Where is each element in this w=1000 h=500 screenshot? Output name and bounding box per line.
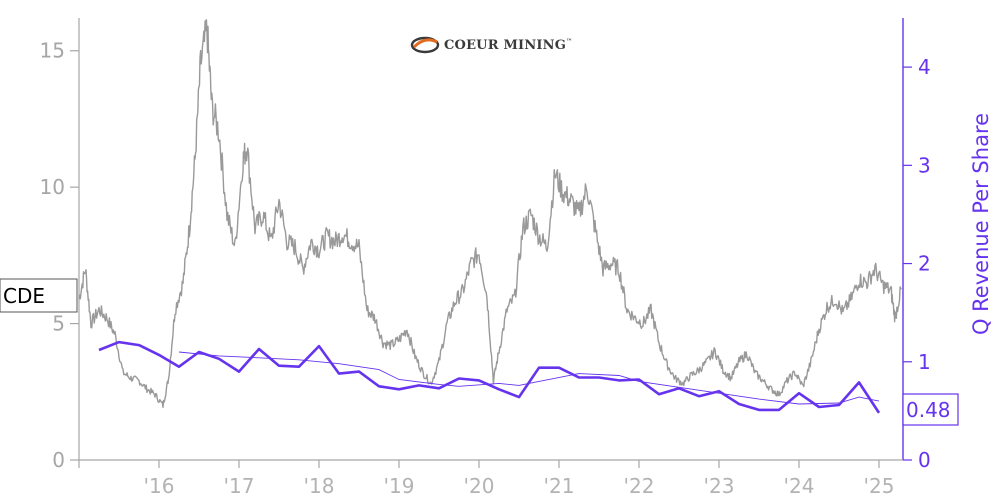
revenue-trend-line — [178, 351, 880, 405]
x-tick-label: '16 — [144, 474, 175, 498]
x-tick-label: '20 — [464, 474, 495, 498]
series-layer — [78, 19, 902, 414]
latest-value-badge: 0.48 — [902, 393, 959, 426]
right-tick-label: 0 — [918, 448, 931, 472]
logo-text: COEUR MINING™ — [444, 37, 573, 53]
right-tick-label: 3 — [918, 153, 931, 177]
x-tick-label: '22 — [624, 474, 655, 498]
coeur-mining-logo: COEUR MINING™ — [410, 33, 572, 57]
left-tick-label: 5 — [52, 312, 65, 336]
ticker-label-text: CDE — [3, 284, 45, 308]
x-tick-label: '25 — [864, 474, 895, 498]
x-tick-label: '24 — [784, 474, 815, 498]
right-axis-label: Q Revenue Per Share — [969, 113, 993, 335]
left-tick-label: 15 — [40, 39, 65, 63]
right-tick-label: 1 — [918, 350, 931, 374]
revenue-series-line — [98, 340, 881, 414]
ticker-label: CDE — [0, 278, 78, 313]
x-tick-label: '23 — [704, 474, 735, 498]
left-axis: 0 5 10 15 — [40, 18, 80, 472]
right-axis: 0 1 2 3 4 Q Revenue Per Share — [902, 18, 993, 472]
price-series-line — [78, 19, 902, 408]
left-tick-label: 0 — [52, 448, 65, 472]
right-tick-label: 4 — [918, 55, 931, 79]
x-tick-label: '17 — [224, 474, 255, 498]
latest-value-text: 0.48 — [906, 398, 951, 422]
right-tick-label: 2 — [918, 252, 931, 276]
x-axis: '16 '17 '18 '19 '20 '21 '22 '23 '24 '25 — [78, 459, 903, 498]
left-tick-label: 10 — [40, 175, 65, 199]
logo-swoosh-icon — [410, 36, 440, 54]
x-tick-label: '18 — [304, 474, 335, 498]
x-tick-label: '19 — [384, 474, 415, 498]
x-tick-label: '21 — [544, 474, 575, 498]
